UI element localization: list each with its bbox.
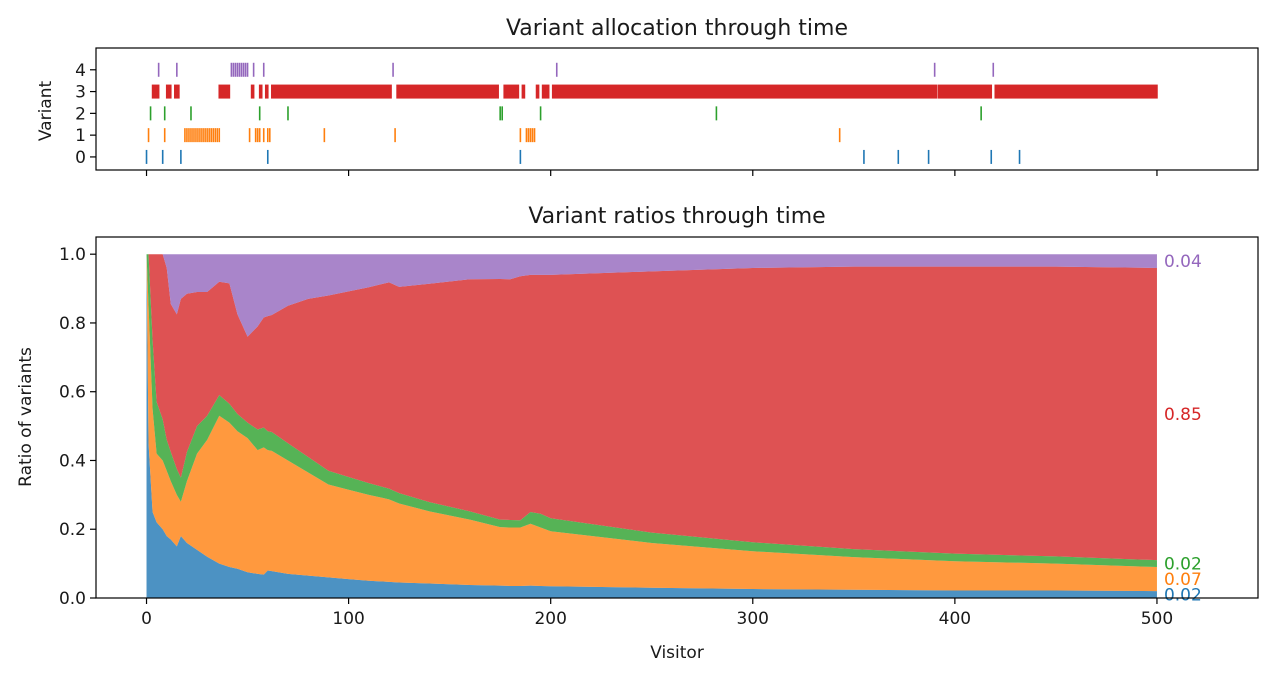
allocation-event-run-variant-3: [396, 84, 499, 99]
ratio-x-tick-label: 400: [939, 609, 971, 629]
ratio-y-tick-label: 1.0: [59, 245, 86, 265]
ratio-area-variant-3: [146, 254, 1157, 561]
allocation-event-run-variant-3: [174, 84, 180, 99]
ratio-y-tick-label: 0.4: [59, 451, 86, 471]
ratio-area-variant-4: [146, 254, 1157, 337]
ratio-x-tick-label: 500: [1141, 609, 1173, 629]
allocation-event-run-variant-3: [521, 84, 526, 99]
ratio-panel: Variant ratios through time 0.0 0.2 0.4 0.6…: [16, 204, 1259, 663]
ratio-x-tick-label: 0: [141, 609, 152, 629]
ratio-end-labels: 0.04 0.85 0.020.070.02: [1164, 252, 1202, 605]
allocation-axes-frame: [95, 47, 1259, 171]
allocation-y-tick-label: 1: [75, 126, 86, 146]
allocation-event-run-variant-3: [994, 84, 1158, 99]
allocation-event-run-variant-3: [258, 84, 263, 99]
allocation-marks: [145, 62, 1158, 164]
ratio-x-ticks: 0 100 200 300 400 500: [141, 598, 1173, 629]
ratio-end-label-variant-0: 0.02: [1164, 586, 1202, 606]
ratio-x-tick-label: 300: [737, 609, 769, 629]
allocation-event-run-variant-3: [551, 84, 938, 99]
ratio-y-axis-label: Ratio of variants: [16, 347, 36, 487]
ratio-end-label-variant-4: 0.04: [1164, 252, 1202, 272]
allocation-event-run-variant-3: [264, 84, 269, 99]
ratio-end-label-variant-1: 0.07: [1164, 570, 1202, 590]
ratio-axes-frame: [95, 236, 1259, 599]
ratio-end-label-variant-3: 0.85: [1164, 405, 1202, 425]
allocation-y-tick-label: 0: [75, 148, 86, 168]
ratio-title: Variant ratios through time: [528, 204, 825, 229]
ratio-x-tick-label: 200: [534, 609, 566, 629]
allocation-event-run-variant-3: [535, 84, 540, 99]
ratio-x-tick-label: 100: [332, 609, 364, 629]
allocation-event-run-variant-3: [937, 84, 993, 99]
allocation-y-axis-label: Variant: [36, 81, 56, 142]
allocation-y-tick-label: 4: [75, 61, 86, 81]
ratio-y-ticks: 0.0 0.2 0.4 0.6 0.8 1.0: [59, 245, 96, 609]
allocation-event-run-variant-3: [250, 84, 255, 99]
ratio-end-label-variant-2: 0.02: [1164, 555, 1202, 575]
allocation-event-run-variant-3: [218, 84, 231, 99]
allocation-event-run-variant-3: [503, 84, 520, 99]
ratio-y-tick-label: 0.0: [59, 589, 86, 609]
allocation-title: Variant allocation through time: [506, 16, 848, 41]
ratio-y-tick-label: 0.2: [59, 520, 86, 540]
allocation-event-run-variant-3: [165, 84, 172, 99]
ratio-area-variant-1: [146, 254, 1157, 592]
allocation-y-tick-label: 2: [75, 104, 86, 124]
ratio-y-tick-label: 0.8: [59, 314, 86, 334]
allocation-event-run-variant-3: [151, 84, 160, 99]
allocation-event-run-variant-3: [271, 84, 392, 99]
ratio-y-tick-label: 0.6: [59, 383, 86, 403]
allocation-event-run-variant-3: [541, 84, 550, 99]
allocation-x-ticks: [145, 170, 1158, 176]
ratio-areas: [146, 254, 1157, 598]
allocation-y-tick-label: 3: [75, 83, 86, 103]
ratio-x-axis-label: Visitor: [650, 643, 704, 663]
